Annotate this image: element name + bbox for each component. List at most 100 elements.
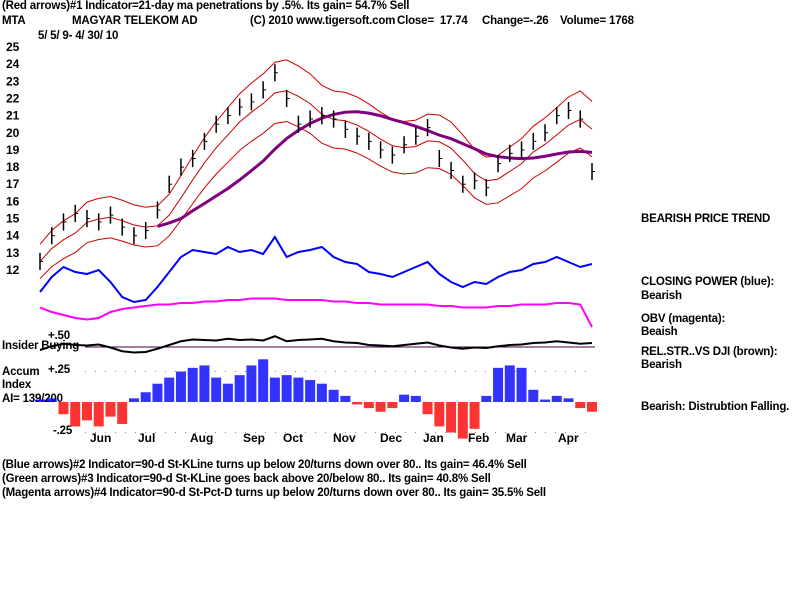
minus25-label: -.25 — [53, 425, 73, 437]
accum-bar — [269, 377, 280, 402]
accum-bar — [222, 383, 233, 402]
y-tick-label: 19 — [6, 143, 20, 157]
change-value: Change=-.26 — [482, 15, 549, 27]
accum-bar — [540, 399, 551, 402]
accum-bar — [140, 392, 151, 402]
accum-bar — [551, 395, 562, 402]
company-name: MAGYAR TELEKOM AD — [72, 15, 198, 27]
accum-bar — [164, 377, 175, 402]
plus25-label: +.25 — [48, 364, 70, 376]
y-tick-label: 13 — [6, 246, 20, 260]
accum-bar — [35, 399, 45, 402]
ma21-line — [39, 90, 593, 262]
close-value: Close= 17.74 — [397, 15, 468, 27]
accum-bar — [587, 402, 597, 412]
accum-bar — [481, 395, 492, 402]
plus50-label: +.50 — [48, 330, 70, 342]
accum-bar — [258, 359, 269, 402]
accum-bar — [504, 365, 515, 402]
month-label: Oct — [283, 431, 303, 445]
y-tick-label: 23 — [6, 74, 20, 88]
date-range: 5/ 5/ 9- 4/ 30/ 10 — [38, 30, 119, 42]
accum-bar — [575, 402, 586, 409]
accum-bar — [187, 367, 198, 402]
volume-value: Volume= 1768 — [560, 15, 634, 27]
month-label: Sep — [243, 431, 265, 445]
insider-buying-label: Insider Buying — [2, 340, 80, 352]
accum-bar — [387, 402, 398, 409]
month-label: Feb — [468, 431, 489, 445]
month-label: Jan — [423, 431, 444, 445]
accum-bar — [516, 367, 527, 402]
accum-bar — [493, 367, 504, 402]
y-tick-label: 20 — [6, 126, 20, 140]
lower-band-line — [39, 121, 593, 279]
accum-bar — [81, 402, 92, 421]
cp-title: CLOSING POWER (blue): — [641, 276, 775, 288]
closing-power-line — [39, 235, 593, 304]
accum-bar — [93, 402, 104, 427]
y-tick-label: 24 — [6, 57, 20, 71]
copyright: (C) 2010 www.tigersoft.com — [250, 15, 396, 27]
rs-value: Bearish — [641, 359, 682, 371]
y-tick-label: 21 — [6, 109, 20, 123]
y-tick-label: 22 — [6, 91, 20, 105]
upper-band-line — [39, 59, 593, 245]
symbol: MTA — [2, 15, 26, 27]
accum-bar — [563, 398, 574, 402]
accum-bar — [46, 398, 57, 402]
month-label: Dec — [380, 431, 402, 445]
accum-bar — [422, 402, 433, 415]
accum-bar — [281, 375, 292, 402]
accum-bar — [410, 395, 421, 402]
accum-bar — [246, 365, 257, 402]
y-tick-label: 17 — [6, 177, 20, 191]
rel-strength-line — [39, 335, 593, 354]
y-tick-label: 25 — [6, 40, 20, 54]
accum-bar — [328, 389, 339, 402]
indicator-1-text: (Red arrows)#1 Indicator=21-day ma penet… — [2, 0, 410, 12]
month-label: Mar — [506, 431, 528, 445]
accum-bar — [316, 383, 327, 402]
obv-value: Beaish — [641, 326, 678, 338]
y-tick-label: 12 — [6, 263, 20, 277]
ai-note: Bearish: Distrubtion Falling. — [641, 401, 790, 413]
accum-bar — [105, 402, 116, 417]
accum-bar — [469, 402, 480, 429]
accum-bar — [70, 402, 81, 427]
y-tick-label: 16 — [6, 194, 20, 208]
accum-bar — [58, 402, 69, 415]
accum-bar — [293, 377, 304, 402]
month-label: Jul — [138, 431, 155, 445]
trend-label: BEARISH PRICE TREND — [641, 213, 771, 225]
accum-bar — [152, 383, 163, 402]
accum-bar — [305, 380, 316, 402]
accum-bar — [199, 365, 210, 402]
accum-bar — [375, 402, 386, 412]
accum-bar — [363, 402, 374, 409]
ma-long-line — [157, 110, 593, 228]
accum-bar — [457, 402, 468, 439]
accum-bar — [528, 389, 539, 402]
month-label: Apr — [558, 431, 579, 445]
month-label: Nov — [333, 431, 356, 445]
y-tick-label: 15 — [6, 212, 20, 226]
accum-bar — [211, 377, 222, 402]
obv-title: OBV (magenta): — [641, 313, 726, 325]
rs-title: REL.STR..VS DJI (brown): — [641, 346, 778, 358]
accum-bar — [434, 402, 445, 427]
y-tick-label: 18 — [6, 160, 20, 174]
footer-line-1: (Blue arrows)#2 Indicator=90-d St-KLine … — [2, 459, 527, 471]
accum-bar — [117, 402, 128, 424]
footer-line-2: (Green arrows)#3 Indicator=90-d St-KLine… — [2, 473, 491, 485]
month-label: Jun — [90, 431, 111, 445]
accum-bar — [352, 402, 363, 405]
index-label: Index — [2, 379, 32, 391]
cp-value: Bearish — [641, 290, 682, 302]
accum-bar — [399, 394, 410, 402]
accum-label: Accum — [2, 366, 40, 378]
accum-bar — [175, 371, 186, 402]
accum-bar — [234, 375, 245, 402]
